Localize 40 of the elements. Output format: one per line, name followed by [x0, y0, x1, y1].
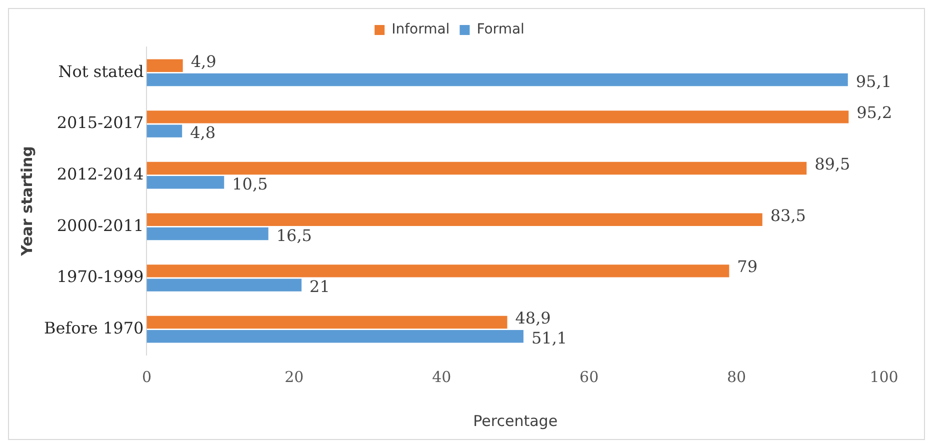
- bar: [146, 162, 807, 175]
- y-tick-label: 2012-2014: [56, 164, 144, 184]
- bar: [146, 264, 730, 278]
- y-axis-title: Year starting: [18, 146, 36, 257]
- data-label: 10,5: [232, 174, 268, 194]
- legend-label: Informal: [392, 22, 450, 38]
- bar: [146, 227, 268, 240]
- bar: [146, 278, 302, 292]
- y-tick-label: Before 1970: [44, 318, 144, 338]
- x-tick-label: 80: [726, 368, 746, 386]
- y-tick-label: Not stated: [58, 62, 144, 81]
- y-tick-label: 2015-2017: [56, 113, 144, 132]
- bar: [146, 110, 849, 124]
- bar: [146, 213, 762, 226]
- x-axis-title: Percentage: [473, 412, 558, 430]
- y-tick-label: 1970-1999: [56, 267, 144, 286]
- data-label: 95,1: [856, 72, 892, 91]
- x-tick-label: 60: [580, 368, 599, 386]
- data-label: 48,9: [515, 308, 551, 328]
- legend-label: Formal: [476, 22, 524, 38]
- bar: [146, 59, 183, 72]
- x-tick-label: 40: [432, 368, 452, 386]
- data-label: 21: [310, 277, 330, 296]
- bar: [146, 176, 224, 189]
- x-tick-label: 20: [284, 368, 304, 386]
- bar: [146, 124, 182, 138]
- bar: [146, 73, 848, 86]
- data-label: 4,9: [190, 52, 216, 71]
- data-label: 4,8: [190, 123, 216, 142]
- bar: [146, 330, 524, 343]
- y-tick-label: 2000-2011: [56, 216, 144, 235]
- data-label: 89,5: [814, 154, 850, 174]
- x-tick-label: 0: [142, 368, 152, 386]
- data-label: 83,5: [770, 206, 806, 225]
- data-label: 51,1: [531, 328, 568, 348]
- data-label: 95,2: [856, 103, 892, 122]
- bar: [146, 316, 508, 329]
- data-label: 79: [737, 257, 758, 276]
- data-label: 16,5: [276, 226, 312, 245]
- x-tick-label: 100: [870, 368, 898, 386]
